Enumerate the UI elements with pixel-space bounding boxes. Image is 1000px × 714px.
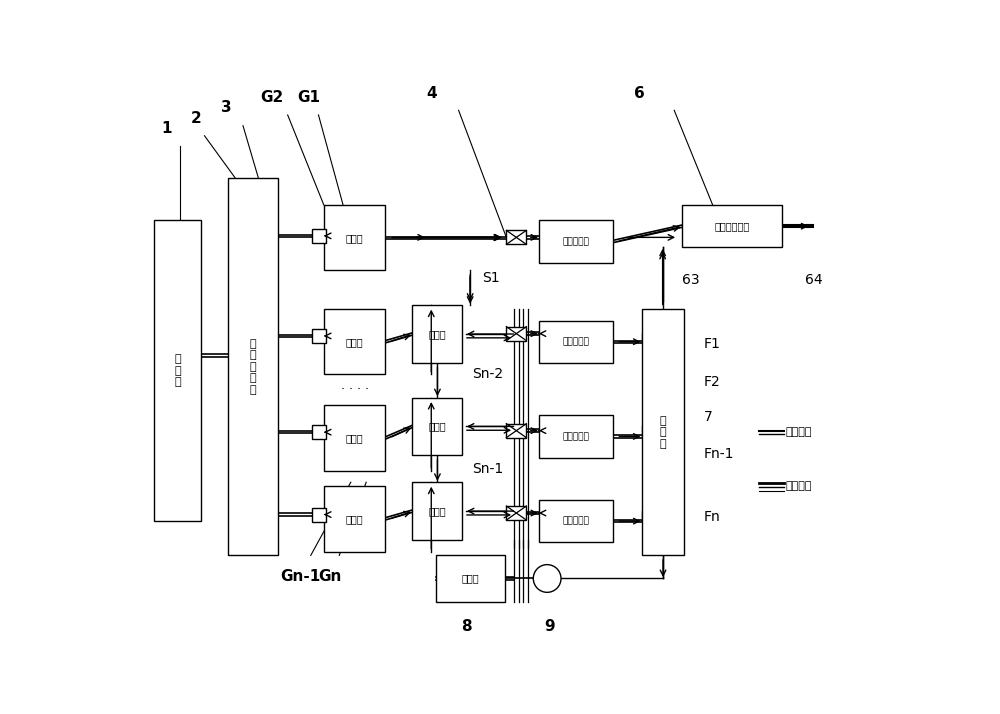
Text: 64: 64 xyxy=(805,273,823,288)
Text: F2: F2 xyxy=(703,375,720,389)
Text: 余压罐: 余压罐 xyxy=(461,573,479,583)
Text: 气轮发电机: 气轮发电机 xyxy=(563,517,589,526)
Bar xyxy=(539,321,613,363)
Text: 6: 6 xyxy=(634,86,645,101)
Text: Gn-1: Gn-1 xyxy=(280,569,320,584)
Bar xyxy=(412,482,462,540)
Circle shape xyxy=(533,565,561,593)
Text: 3: 3 xyxy=(221,100,232,115)
Text: 高压罐: 高压罐 xyxy=(346,233,363,243)
Text: G2: G2 xyxy=(260,90,283,105)
Text: 气轮发电机: 气轮发电机 xyxy=(563,237,589,246)
Text: 9: 9 xyxy=(544,619,555,634)
Text: 射流泵: 射流泵 xyxy=(429,506,446,516)
Text: 空气净化装置: 空气净化装置 xyxy=(714,221,750,231)
Bar xyxy=(539,500,613,543)
Text: 高压罐: 高压罐 xyxy=(346,514,363,524)
Bar xyxy=(506,326,526,341)
Text: 气轮发电机: 气轮发电机 xyxy=(563,337,589,346)
Bar xyxy=(324,309,385,374)
Text: Sn-2: Sn-2 xyxy=(472,368,504,381)
Text: Fn-1: Fn-1 xyxy=(703,447,734,461)
Text: 4: 4 xyxy=(426,86,437,101)
Text: 高压罐: 高压罐 xyxy=(346,433,363,443)
Text: S1: S1 xyxy=(482,271,499,285)
Text: 63: 63 xyxy=(682,273,700,288)
Text: G1: G1 xyxy=(297,90,320,105)
Text: Gn: Gn xyxy=(318,569,342,584)
Text: 1: 1 xyxy=(161,121,172,136)
Bar xyxy=(228,178,278,555)
Text: 7: 7 xyxy=(703,410,712,424)
Text: 2: 2 xyxy=(191,111,201,126)
Bar xyxy=(436,555,505,602)
Text: 空
气
压
缩
机: 空 气 压 缩 机 xyxy=(249,338,256,395)
Bar xyxy=(539,416,613,458)
Bar xyxy=(312,426,326,439)
Bar xyxy=(312,229,326,243)
Bar xyxy=(506,231,526,244)
Bar xyxy=(324,406,385,471)
Bar xyxy=(506,423,526,438)
Bar xyxy=(412,305,462,363)
Text: Sn-1: Sn-1 xyxy=(472,462,504,476)
Bar xyxy=(642,309,684,555)
Text: F1: F1 xyxy=(703,336,720,351)
Bar xyxy=(412,398,462,456)
Text: 高压罐: 高压罐 xyxy=(346,337,363,347)
Bar xyxy=(682,205,782,247)
Bar xyxy=(154,221,201,521)
Bar xyxy=(324,205,385,271)
Text: 供
电
器: 供 电 器 xyxy=(174,354,181,387)
Bar xyxy=(506,506,526,520)
Bar xyxy=(324,486,385,551)
Bar xyxy=(312,508,326,521)
Text: 气路连接: 气路连接 xyxy=(786,481,812,491)
Text: · · · ·: · · · · xyxy=(341,383,369,396)
Text: 8: 8 xyxy=(461,619,472,634)
Text: 射流泵: 射流泵 xyxy=(429,421,446,431)
Bar xyxy=(312,329,326,343)
Text: 气轮发电机: 气轮发电机 xyxy=(563,432,589,441)
Text: Fn: Fn xyxy=(703,510,720,524)
Text: 增
压
泵: 增 压 泵 xyxy=(660,416,666,449)
Text: 电路连接: 电路连接 xyxy=(786,427,812,437)
Bar xyxy=(539,221,613,263)
Text: 射流泵: 射流泵 xyxy=(429,329,446,339)
